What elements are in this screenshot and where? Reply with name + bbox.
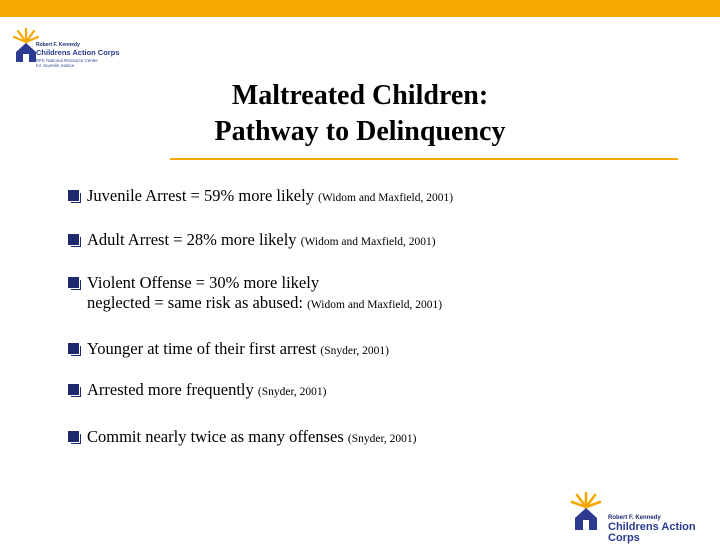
checkbox-bullet-icon: [68, 431, 81, 444]
bullet-text-line-2: neglected = same risk as abused:: [87, 293, 308, 312]
checkbox-bullet-icon: [68, 277, 81, 290]
bullet-citation: (Snyder, 2001): [347, 433, 417, 445]
title-divider: [170, 158, 678, 160]
logo-line-2: Childrens Action Corps: [36, 48, 120, 57]
slide-title: Maltreated Children: Pathway to Delinque…: [140, 78, 580, 150]
bullet-text: Arrested more frequently: [87, 380, 258, 399]
bullet-citation: (Widom and Maxfield, 2001): [307, 299, 443, 311]
footer-logo-line-1: Robert F. Kennedy: [608, 515, 661, 521]
bullet-text: Adult Arrest = 28% more likely: [87, 230, 301, 249]
bullet-text: Juvenile Arrest = 59% more likely: [87, 186, 319, 205]
checkbox-bullet-icon: [68, 190, 81, 203]
footer-logo: Robert F. Kennedy Childrens Action Corps: [570, 490, 720, 544]
bullet-text: Commit nearly twice as many offenses: [87, 427, 348, 446]
footer-logo-line-2: Childrens Action Corps: [608, 521, 696, 544]
bullet-citation: (Widom and Maxfield, 2001): [300, 236, 436, 248]
title-line-2: Pathway to Delinquency: [214, 116, 506, 147]
bullet-text: Younger at time of their first arrest: [87, 339, 321, 358]
top-accent-bar: [0, 0, 720, 17]
title-line-1: Maltreated Children:: [231, 80, 489, 111]
bullet-citation: (Snyder, 2001): [320, 345, 389, 357]
checkbox-bullet-icon: [68, 384, 81, 397]
bullet-citation: (Snyder, 2001): [257, 386, 327, 398]
logo-line-1: Robert F. Kennedy: [36, 42, 80, 48]
sunburst-house-icon: [570, 491, 602, 530]
header-logo: Robert F. Kennedy Childrens Action Corps…: [12, 26, 152, 78]
logo-line-3: RFK National Resource Center: [36, 57, 99, 63]
sunburst-house-icon: [12, 27, 40, 62]
logo-line-4: for Juvenile Justice: [36, 63, 75, 68]
checkbox-bullet-icon: [68, 234, 81, 247]
bullet-text: Violent Offense = 30% more likely: [87, 273, 320, 292]
checkbox-bullet-icon: [68, 343, 81, 356]
bullet-citation: (Widom and Maxfield, 2001): [318, 192, 454, 204]
